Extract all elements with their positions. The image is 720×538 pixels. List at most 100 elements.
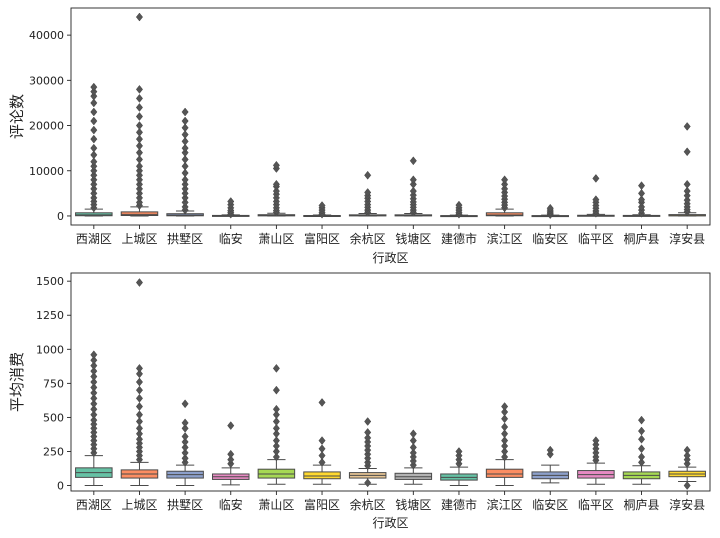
x-tick-label: 余杭区 <box>350 231 386 246</box>
x-tick-label: 淳安县 <box>669 497 705 512</box>
outlier-point <box>135 127 143 137</box>
y-tick-label: 0 <box>57 480 64 493</box>
outlier-point <box>683 122 691 131</box>
outlier-point <box>135 94 143 103</box>
outlier-point <box>90 116 98 126</box>
outlier-point <box>638 426 646 436</box>
outlier-point <box>272 452 280 462</box>
outlier-point <box>181 161 189 171</box>
outlier-point <box>135 434 143 444</box>
outlier-point <box>501 175 509 185</box>
box-body <box>485 468 524 478</box>
outlier-point <box>90 82 98 92</box>
outlier-point <box>90 383 98 392</box>
outlier-point <box>638 457 646 467</box>
x-tick-label: 拱墅区 <box>167 232 203 246</box>
outlier-point <box>135 148 143 158</box>
outlier-point <box>135 410 143 420</box>
box-建德市 <box>440 447 478 487</box>
outlier-point <box>364 478 372 488</box>
outlier-point <box>455 447 463 456</box>
outlier-point <box>272 423 280 433</box>
outlier-point <box>181 175 189 185</box>
outlier-point <box>181 184 189 194</box>
box-body <box>485 212 524 217</box>
outlier-point <box>501 414 509 424</box>
outlier-point <box>135 369 143 379</box>
x-tick-label: 桐庐县 <box>624 497 660 512</box>
outlier-point <box>683 147 691 157</box>
box-西湖区 <box>75 82 113 217</box>
y-tick-label: 1000 <box>36 343 64 356</box>
outlier-point <box>90 134 98 144</box>
outlier-point <box>546 203 554 213</box>
x-tick-label: 建德市 <box>441 497 477 512</box>
outlier-point <box>318 436 326 445</box>
outlier-point <box>272 410 280 420</box>
outlier-point <box>135 161 143 171</box>
outlier-point <box>364 417 372 426</box>
outlier-point <box>181 116 189 126</box>
outlier-point <box>181 448 189 458</box>
box-临安 <box>211 197 250 219</box>
outlier-point <box>455 200 463 210</box>
outlier-point <box>90 150 98 160</box>
x-tick-label: 萧山区 <box>258 232 294 246</box>
outlier-point <box>272 186 280 196</box>
outlier-point <box>90 166 98 176</box>
outlier-point <box>546 445 554 455</box>
outlier-point <box>90 184 98 194</box>
outlier-point <box>135 363 143 373</box>
x-tick-label: 拱墅区 <box>167 498 203 512</box>
box-滨江区 <box>485 402 524 487</box>
outlier-point <box>90 170 98 180</box>
outlier-point <box>135 423 143 433</box>
outlier-point <box>90 399 98 409</box>
outlier-point <box>90 193 98 203</box>
outlier-point <box>135 377 143 387</box>
box-钱塘区 <box>394 156 433 217</box>
outlier-point <box>135 429 143 439</box>
outlier-point <box>181 418 189 428</box>
outlier-point <box>501 436 509 445</box>
outlier-point <box>318 201 326 210</box>
box-拱墅区 <box>166 399 204 487</box>
outlier-point <box>90 143 98 153</box>
outlier-point <box>135 184 143 194</box>
x-tick-label: 上城区 <box>121 232 157 246</box>
outlier-point <box>90 388 98 398</box>
outlier-point <box>683 445 691 455</box>
x-tick-label: 钱塘区 <box>395 231 431 246</box>
outlier-point <box>409 179 417 189</box>
box-淳安县 <box>668 122 706 217</box>
outlier-point <box>501 447 509 456</box>
box-拱墅区 <box>166 107 204 217</box>
outlier-point <box>364 170 372 180</box>
outlier-point <box>181 143 189 153</box>
outlier-point <box>135 385 143 395</box>
outlier-point <box>90 87 98 97</box>
outlier-point <box>318 451 326 460</box>
outlier-point <box>90 175 98 185</box>
x-tick-label: 临安 <box>219 231 243 246</box>
y-axis-label: 评论数 <box>8 94 26 139</box>
y-tick-label: 1250 <box>36 309 64 322</box>
plot-area-frame <box>70 272 711 492</box>
outlier-point <box>135 175 143 185</box>
y-tick-label: 500 <box>43 411 64 424</box>
outlier-point <box>135 12 143 22</box>
outlier-point <box>135 141 143 151</box>
outlier-point <box>181 193 189 203</box>
outlier-point <box>592 436 600 445</box>
plot-area-frame <box>70 7 711 226</box>
outlier-point <box>181 399 189 409</box>
outlier-point <box>135 121 143 130</box>
outlier-point <box>501 452 509 462</box>
x-tick-label: 上城区 <box>121 498 157 512</box>
outlier-point <box>90 107 98 117</box>
outlier-point <box>683 191 691 201</box>
outlier-point <box>90 98 98 108</box>
outlier-point <box>135 134 143 144</box>
